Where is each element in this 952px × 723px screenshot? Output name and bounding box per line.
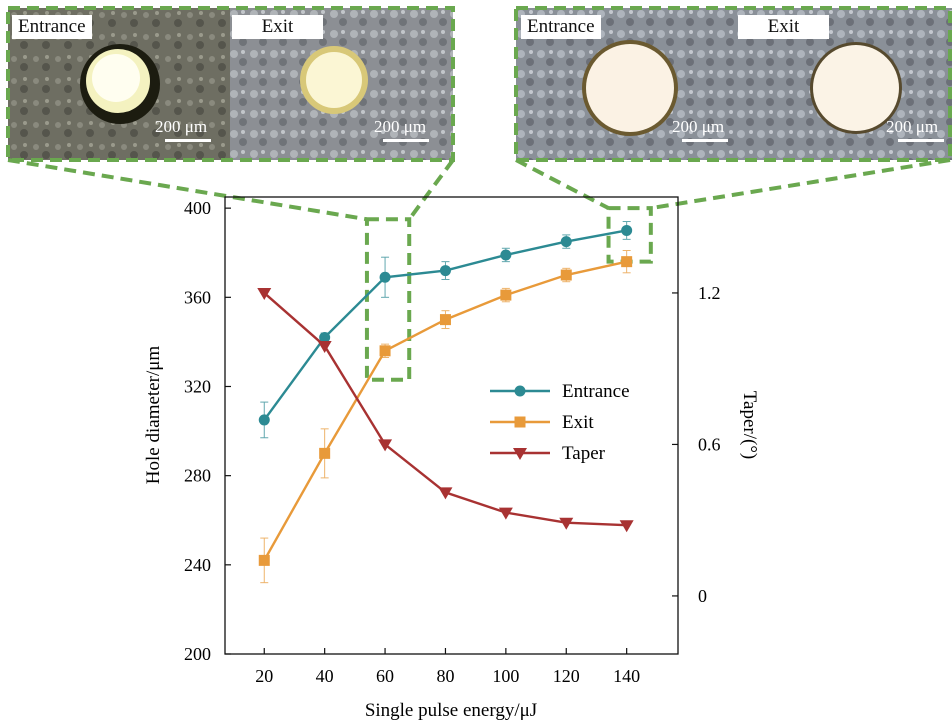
y2-tick-label-0.6: 0.6 bbox=[698, 434, 721, 454]
y2-tick-label-0: 0 bbox=[698, 586, 707, 606]
left-panel-frame bbox=[6, 6, 455, 162]
point-entrance-80 bbox=[439, 265, 451, 277]
scale-bar-entrance-left bbox=[165, 139, 211, 142]
label-entrance-left: Entrance bbox=[12, 15, 92, 39]
point-exit-80 bbox=[439, 314, 451, 326]
left-micrograph-panel bbox=[8, 8, 453, 160]
dashed-callouts bbox=[6, 6, 952, 382]
point-entrance-60 bbox=[379, 271, 391, 283]
legend-item-taper: Taper bbox=[490, 443, 606, 464]
point-exit-140 bbox=[621, 256, 633, 268]
series-entrance bbox=[258, 221, 633, 439]
point-exit-60 bbox=[379, 345, 391, 357]
callout-left-a bbox=[7, 158, 368, 222]
x-tick-label-80: 80 bbox=[436, 666, 454, 686]
callout-right-b bbox=[650, 158, 951, 211]
callout-left-b bbox=[407, 158, 455, 221]
x-axis-label: Single pulse energy/μJ bbox=[365, 700, 537, 721]
point-taper-40 bbox=[317, 340, 332, 353]
scale-label-entrance-left: 200 μm bbox=[155, 117, 208, 136]
y-tick-label-240: 240 bbox=[184, 555, 211, 575]
series-exit bbox=[258, 250, 633, 584]
highlight-box-1 bbox=[364, 217, 412, 382]
y-tick-label-280: 280 bbox=[184, 466, 211, 486]
callout-right-a bbox=[515, 158, 610, 210]
legend-item-entrance: Entrance bbox=[490, 381, 630, 402]
x-tick-label-60: 60 bbox=[376, 666, 394, 686]
y2-axis-label: Taper/(°) bbox=[739, 391, 760, 460]
scale-label-exit-right: 200 μm bbox=[886, 117, 939, 136]
label-exit-left: Exit bbox=[232, 15, 323, 39]
x-tick-label-140: 140 bbox=[613, 666, 640, 686]
point-entrance-120 bbox=[560, 236, 572, 248]
point-entrance-100 bbox=[500, 249, 512, 261]
y-tick-label-360: 360 bbox=[184, 287, 211, 307]
right-panel-frame bbox=[514, 6, 952, 162]
legend-item-exit: Exit bbox=[490, 412, 594, 433]
point-taper-100 bbox=[498, 507, 513, 520]
point-exit-40 bbox=[319, 447, 331, 459]
legend-label-entrance: Entrance bbox=[562, 381, 630, 402]
label-entrance-right: Entrance bbox=[521, 15, 601, 39]
line-exit bbox=[263, 260, 627, 561]
scale-bar-entrance-right bbox=[682, 139, 728, 142]
label-exit-right: Exit bbox=[738, 15, 829, 39]
point-taper-80 bbox=[438, 487, 453, 500]
scale-bar-exit-left bbox=[383, 139, 429, 142]
x-tick-label-40: 40 bbox=[316, 666, 334, 686]
point-taper-60 bbox=[378, 439, 393, 452]
point-taper-120 bbox=[559, 517, 574, 530]
point-entrance-140 bbox=[621, 224, 633, 236]
legend-label-taper: Taper bbox=[562, 443, 606, 464]
y-tick-label-320: 320 bbox=[184, 376, 211, 396]
y2-tick-label-1.2: 1.2 bbox=[698, 283, 721, 303]
scale-bar-exit-right bbox=[898, 139, 944, 142]
y-tick-label-200: 200 bbox=[184, 644, 211, 664]
point-exit-120 bbox=[560, 269, 572, 281]
x-tick-label-20: 20 bbox=[255, 666, 273, 686]
point-entrance-20 bbox=[258, 414, 270, 426]
point-taper-140 bbox=[619, 520, 634, 533]
point-taper-20 bbox=[257, 287, 272, 300]
x-tick-label-100: 100 bbox=[492, 666, 519, 686]
x-tick-label-120: 120 bbox=[553, 666, 580, 686]
point-exit-20 bbox=[258, 554, 270, 566]
legend-label-exit: Exit bbox=[562, 412, 594, 433]
point-exit-100 bbox=[500, 289, 512, 301]
y-axis-label: Hole diameter/μm bbox=[143, 346, 164, 485]
series-taper bbox=[257, 287, 634, 533]
plot-area bbox=[224, 196, 679, 655]
legend: Entrance Exit Taper bbox=[490, 381, 630, 464]
scale-label-entrance-right: 200 μm bbox=[672, 117, 725, 136]
point-entrance-40 bbox=[319, 331, 331, 343]
scale-label-exit-left: 200 μm bbox=[374, 117, 427, 136]
y-tick-label-400: 400 bbox=[184, 198, 211, 218]
